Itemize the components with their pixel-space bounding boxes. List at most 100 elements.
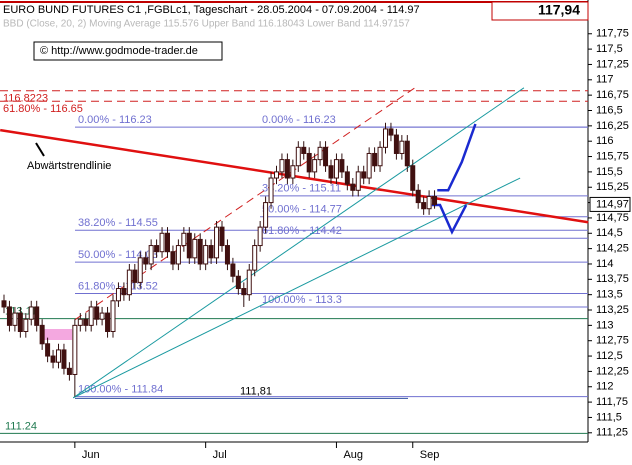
candle-body (165, 232, 170, 253)
candle-body (1, 300, 7, 308)
trendline (437, 123, 477, 192)
candle-body (39, 324, 45, 345)
y-tick-label: 116,75 (596, 89, 629, 101)
y-tick-label: 114,25 (596, 243, 629, 255)
candle-body (323, 146, 329, 167)
y-tick-label: 116 (596, 135, 614, 147)
candle-body (83, 318, 89, 326)
y-tick-label: 117 (596, 74, 614, 86)
candle-body (181, 232, 187, 247)
candle-body (121, 288, 127, 296)
candle-body (94, 306, 100, 320)
level-label: 100.00% - 113.3 (262, 294, 342, 306)
candle-body (388, 128, 394, 136)
y-tick-label: 112,5 (596, 350, 623, 362)
y-tick-label: 117,75 (596, 28, 629, 40)
y-tick-label: 112 (596, 381, 614, 393)
candle-body (432, 195, 438, 205)
y-tick-label: 113,25 (596, 304, 629, 316)
level-label: 111.24 (5, 420, 37, 432)
annotation-pointer (35, 142, 45, 157)
candle-body (284, 159, 290, 179)
candle-body (192, 238, 198, 259)
y-tick-label: 111,75 (596, 396, 628, 408)
candle-body (175, 245, 181, 265)
y-tick-label: 116,25 (596, 120, 629, 132)
candle-body (355, 171, 361, 191)
candle-body (208, 245, 214, 259)
candle-body (279, 159, 285, 173)
y-tick-label: 113,5 (596, 289, 623, 301)
candle-body (34, 306, 40, 326)
candle-body (328, 165, 334, 179)
candle-body (426, 195, 432, 210)
candle-body (12, 312, 18, 326)
candle-body (45, 343, 51, 357)
candle-body (274, 171, 279, 179)
candle-body (170, 251, 176, 265)
x-tick-label: Jun (82, 449, 100, 461)
y-tick-label: 117,5 (596, 43, 623, 55)
copyright-box (33, 41, 223, 61)
level-label: 50.00% - 114.77 (262, 204, 342, 216)
candle-body (154, 245, 160, 253)
level-label: 0.00% - 116.23 (78, 114, 152, 126)
candle-body (132, 269, 138, 283)
candle-body (105, 312, 111, 333)
candle-body (99, 312, 105, 320)
candle-body (306, 152, 312, 173)
candle-body (421, 202, 427, 210)
y-tick-label: 115,75 (596, 150, 629, 162)
header-value: 117,94 (538, 2, 580, 18)
x-tick-label: Jul (213, 449, 227, 461)
candle-body (137, 257, 143, 283)
x-tick-label: Sep (420, 449, 440, 461)
candle-body (214, 226, 220, 259)
candle-body (66, 367, 72, 375)
candle-body (50, 355, 56, 363)
y-tick-label: 112,25 (596, 365, 629, 377)
candle-body (88, 306, 94, 326)
candle-body (333, 159, 339, 179)
level-label: 100.00% - 111.84 (78, 383, 163, 395)
candle-body (393, 134, 399, 154)
support-label: 111,81 (240, 385, 272, 397)
candle-body (263, 202, 269, 228)
copyright: © http://www.godmode-trader.de (40, 45, 198, 57)
level-label: 61.80% - 116.65 (3, 103, 83, 115)
y-tick-label: 114,75 (596, 212, 629, 224)
candle-body (339, 159, 345, 173)
zone (40, 329, 72, 340)
y-tick-label: 117,25 (596, 58, 629, 70)
y-tick-label: 113,75 (596, 273, 629, 285)
candle-body (246, 269, 252, 296)
candle-body (230, 263, 236, 277)
candle-body (186, 232, 192, 259)
candle-body (143, 257, 149, 265)
annotation: Abwärtstrendlinie (27, 160, 111, 172)
candle-body (28, 306, 34, 320)
candle-body (115, 288, 121, 302)
trendline (431, 203, 468, 235)
candle-body (148, 245, 154, 265)
candle-body (295, 146, 301, 167)
y-tick-label: 114 (596, 258, 614, 270)
candle-body (399, 140, 405, 154)
candle-body (257, 226, 263, 247)
header-box (491, 1, 589, 21)
candle-body (290, 165, 296, 179)
y-tick-label: 115,5 (596, 166, 623, 178)
candle-body (344, 171, 350, 185)
plot-layer: 0.00% - 116.23 38.20% - 114.55 50.00% - 11… (0, 87, 589, 434)
candle-body (56, 349, 61, 363)
level-label: 0.00% - 116.23 (262, 114, 336, 126)
last-price-box (589, 196, 631, 212)
y-tick-label: 111,25 (596, 427, 628, 439)
level-label: 38.20% - 115.11 (262, 183, 341, 195)
candle-body (110, 300, 116, 332)
y-tick-label: 113 (596, 319, 614, 331)
candle-body (268, 177, 274, 204)
y-tick-label: 111,5 (596, 411, 622, 423)
y-tick-label: 116,5 (596, 104, 623, 116)
